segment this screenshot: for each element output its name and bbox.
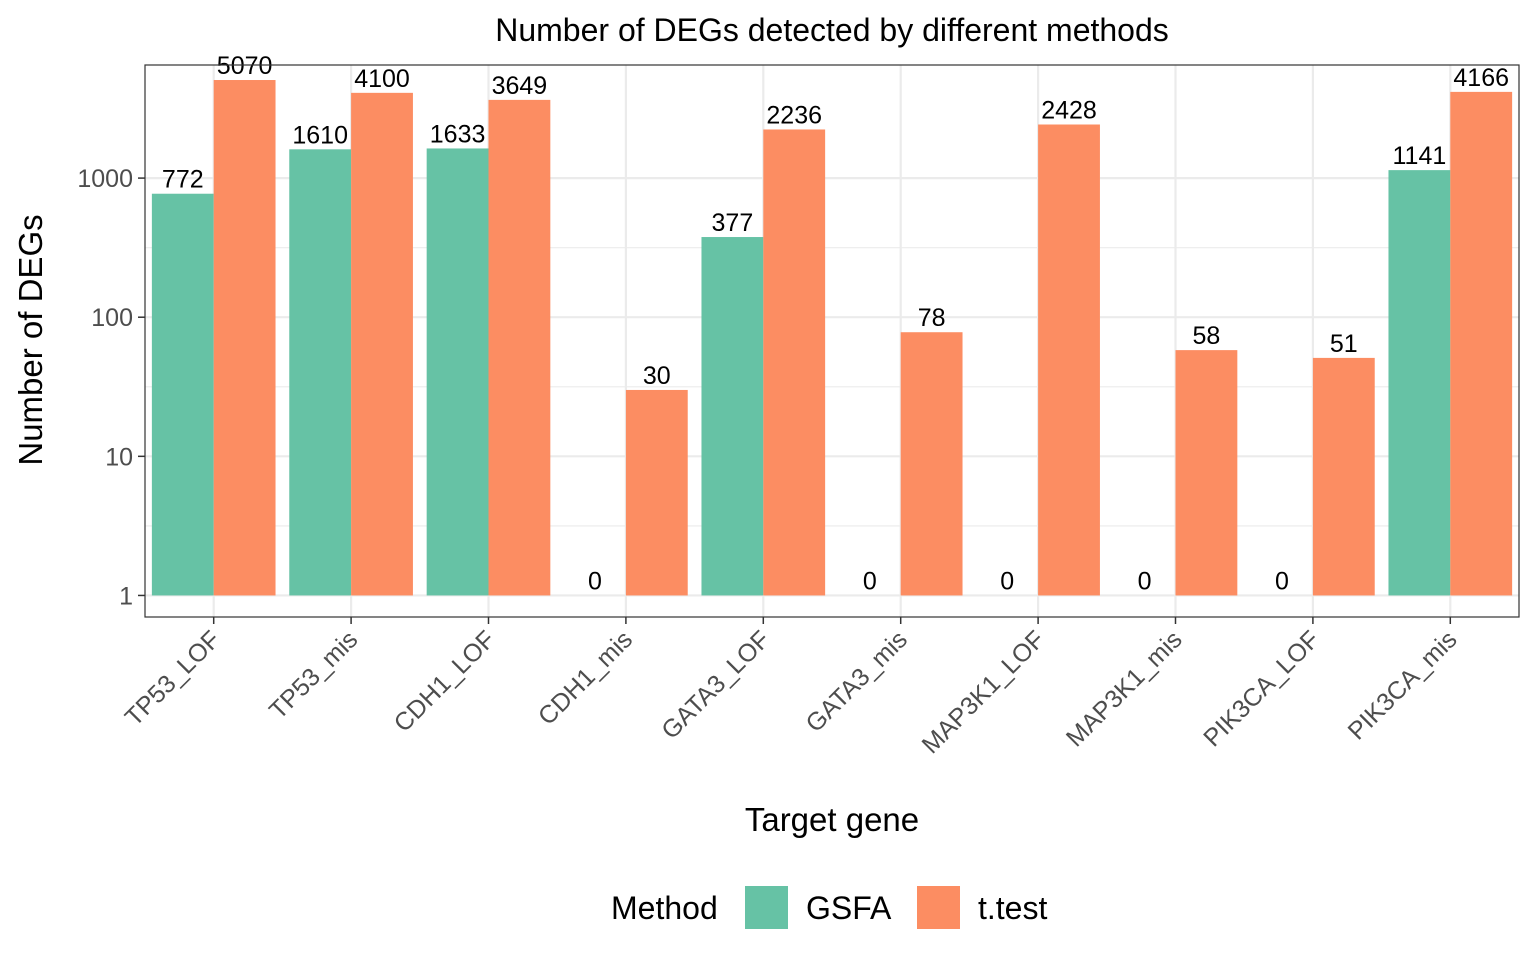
bar-t-test-gata3-lof bbox=[763, 129, 826, 596]
data-label: 51 bbox=[1330, 330, 1358, 358]
y-tick-label: 10 bbox=[105, 443, 133, 471]
data-label: 377 bbox=[712, 209, 754, 237]
chart-title: Number of DEGs detected by different met… bbox=[495, 12, 1169, 48]
bar-gsfa-gata3-lof bbox=[701, 237, 764, 596]
x-axis-title: Target gene bbox=[745, 801, 919, 838]
data-label: 2428 bbox=[1041, 96, 1097, 124]
data-label: 1610 bbox=[292, 121, 348, 149]
bars bbox=[151, 80, 1513, 596]
data-label: 0 bbox=[1275, 567, 1289, 595]
y-tick-label: 1 bbox=[119, 582, 133, 610]
data-label: 5070 bbox=[217, 52, 273, 80]
data-label: 0 bbox=[1000, 567, 1014, 595]
data-labels: 772 1610 1633 0 377 0 0 0 0 1141 5070 4100 3649 30 223… bbox=[162, 52, 1509, 595]
x-tick-label: TP53_LOF bbox=[120, 625, 226, 731]
bar-t-test-cdh1-lof bbox=[488, 99, 551, 596]
x-tick-label: TP53_mis bbox=[264, 625, 363, 724]
data-label: 78 bbox=[918, 304, 946, 332]
data-label: 772 bbox=[162, 166, 204, 194]
x-tick-label: PIK3CA_mis bbox=[1343, 625, 1463, 745]
panel-border bbox=[144, 64, 1520, 618]
bar-gsfa-tp53-mis bbox=[289, 149, 352, 596]
bar-t-test-gata3-mis bbox=[900, 332, 963, 596]
data-label: 4166 bbox=[1453, 64, 1509, 92]
data-label: 0 bbox=[1138, 567, 1152, 595]
data-label: 0 bbox=[863, 567, 877, 595]
bar-t-test-cdh1-mis bbox=[625, 389, 688, 596]
legend-label-t-test: t.test bbox=[978, 890, 1047, 926]
legend-title: Method bbox=[611, 890, 718, 926]
x-tick-label: CDH1_LOF bbox=[389, 625, 501, 737]
bar-t-test-pik3ca-mis bbox=[1450, 91, 1513, 596]
bar-t-test-tp53-lof bbox=[213, 80, 276, 596]
x-tick-label: MAP3K1_LOF bbox=[917, 625, 1051, 759]
bar-t-test-map3k1-lof bbox=[1038, 124, 1100, 596]
legend: Method GSFA t.test bbox=[611, 886, 1047, 929]
data-label: 2236 bbox=[766, 101, 822, 129]
y-tick-label: 100 bbox=[91, 304, 133, 332]
y-tick-label: 1000 bbox=[77, 165, 133, 193]
legend-key-gsfa bbox=[745, 886, 788, 929]
x-tick-label: GATA3_mis bbox=[800, 625, 912, 737]
bar-t-test-pik3ca-lof bbox=[1312, 357, 1375, 596]
data-label: 1141 bbox=[1393, 142, 1447, 170]
data-label: 4100 bbox=[354, 65, 410, 93]
bar-t-test-tp53-mis bbox=[351, 92, 413, 596]
x-tick-label: CDH1_mis bbox=[533, 625, 638, 730]
x-tick-label: PIK3CA_LOF bbox=[1198, 625, 1325, 752]
bar-gsfa-pik3ca-mis bbox=[1388, 170, 1451, 596]
bar-gsfa-cdh1-lof bbox=[426, 148, 489, 596]
bar-gsfa-tp53-lof bbox=[151, 193, 214, 596]
legend-key-t-test bbox=[917, 886, 960, 929]
x-tick-label: GATA3_LOF bbox=[656, 625, 775, 744]
x-tick-label: MAP3K1_mis bbox=[1061, 625, 1188, 752]
data-label: 30 bbox=[643, 362, 671, 390]
legend-label-gsfa: GSFA bbox=[806, 890, 892, 926]
y-axis-title: Number of DEGs bbox=[12, 214, 49, 465]
data-label: 0 bbox=[588, 567, 602, 595]
bar-t-test-map3k1-mis bbox=[1175, 350, 1238, 596]
data-label: 58 bbox=[1193, 322, 1221, 350]
data-label: 3649 bbox=[492, 72, 548, 100]
data-label: 1633 bbox=[430, 120, 486, 148]
